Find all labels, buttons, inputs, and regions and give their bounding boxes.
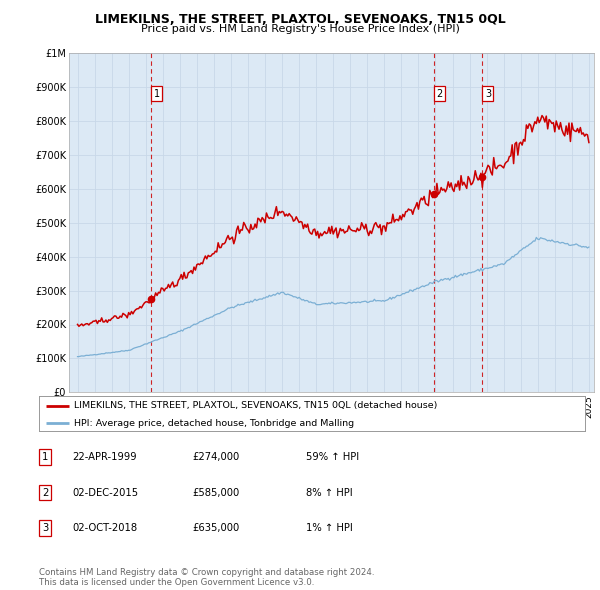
Text: 3: 3 [42,523,48,533]
Text: 59% ↑ HPI: 59% ↑ HPI [306,453,359,462]
Text: HPI: Average price, detached house, Tonbridge and Malling: HPI: Average price, detached house, Tonb… [74,419,355,428]
Text: £274,000: £274,000 [192,453,239,462]
Text: 1: 1 [154,89,160,99]
Text: Price paid vs. HM Land Registry's House Price Index (HPI): Price paid vs. HM Land Registry's House … [140,24,460,34]
Text: 2: 2 [437,89,443,99]
Text: LIMEKILNS, THE STREET, PLAXTOL, SEVENOAKS, TN15 0QL: LIMEKILNS, THE STREET, PLAXTOL, SEVENOAK… [95,13,505,26]
Text: LIMEKILNS, THE STREET, PLAXTOL, SEVENOAKS, TN15 0QL (detached house): LIMEKILNS, THE STREET, PLAXTOL, SEVENOAK… [74,401,438,410]
Text: 22-APR-1999: 22-APR-1999 [72,453,137,462]
Text: 02-DEC-2015: 02-DEC-2015 [72,488,138,497]
Text: 2: 2 [42,488,48,497]
Text: 1% ↑ HPI: 1% ↑ HPI [306,523,353,533]
Text: 02-OCT-2018: 02-OCT-2018 [72,523,137,533]
Text: £635,000: £635,000 [192,523,239,533]
Text: 8% ↑ HPI: 8% ↑ HPI [306,488,353,497]
Text: Contains HM Land Registry data © Crown copyright and database right 2024.
This d: Contains HM Land Registry data © Crown c… [39,568,374,587]
Text: £585,000: £585,000 [192,488,239,497]
Text: 3: 3 [485,89,491,99]
Text: 1: 1 [42,453,48,462]
